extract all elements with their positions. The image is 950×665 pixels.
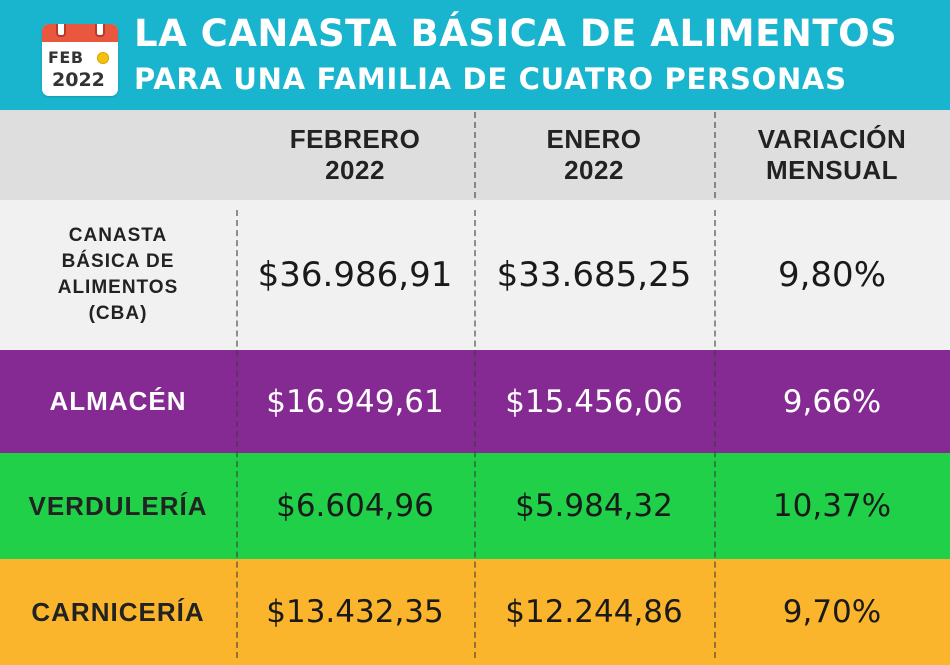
column-header-enero: ENERO 2022 bbox=[546, 124, 642, 185]
cba-febrero-value: $36.986,91 bbox=[257, 255, 453, 295]
verduleria-enero-value: $5.984,32 bbox=[515, 488, 673, 524]
calendar-ring-left bbox=[56, 24, 66, 37]
row-label-carniceria: CARNICERÍA bbox=[31, 596, 205, 627]
page-subtitle: PARA UNA FAMILIA DE CUATRO PERSONAS bbox=[134, 62, 847, 96]
header-divider bbox=[474, 112, 476, 198]
row-label-almacen: ALMACÉN bbox=[49, 386, 187, 416]
header-divider bbox=[714, 112, 716, 198]
column-header-variacion: VARIACIÓN MENSUAL bbox=[757, 124, 907, 185]
calendar-top-bar bbox=[42, 24, 118, 42]
calendar-year: 2022 bbox=[52, 69, 105, 91]
header-banner: FEB 2022 LA CANASTA BÁSICA DE ALIMENTOS … bbox=[0, 0, 950, 110]
column-divider bbox=[714, 210, 716, 658]
verduleria-febrero-value: $6.604,96 bbox=[276, 488, 434, 524]
calendar-month: FEB bbox=[48, 48, 84, 67]
carniceria-febrero-value: $13.432,35 bbox=[266, 594, 444, 630]
almacen-variacion-value: 9,66% bbox=[782, 383, 882, 420]
verduleria-variacion-value: 10,37% bbox=[772, 488, 892, 524]
row-label-verduleria: VERDULERÍA bbox=[28, 490, 208, 521]
row-label-cba: CANASTA BÁSICA DE ALIMENTOS (CBA) bbox=[57, 225, 179, 324]
column-divider bbox=[236, 210, 238, 658]
cba-variacion-value: 9,80% bbox=[777, 255, 886, 295]
carniceria-enero-value: $12.244,86 bbox=[505, 594, 683, 630]
carniceria-variacion-value: 9,70% bbox=[782, 594, 882, 630]
page-title: LA CANASTA BÁSICA DE ALIMENTOS bbox=[134, 12, 898, 55]
calendar-dot-icon bbox=[97, 52, 109, 64]
column-divider bbox=[474, 210, 476, 658]
almacen-febrero-value: $16.949,61 bbox=[266, 383, 444, 420]
cba-enero-value: $33.685,25 bbox=[496, 255, 692, 295]
column-header-febrero: FEBRERO 2022 bbox=[289, 124, 421, 185]
calendar-icon: FEB 2022 bbox=[42, 24, 118, 96]
almacen-enero-value: $15.456,06 bbox=[505, 383, 683, 420]
calendar-ring-right bbox=[95, 24, 105, 37]
